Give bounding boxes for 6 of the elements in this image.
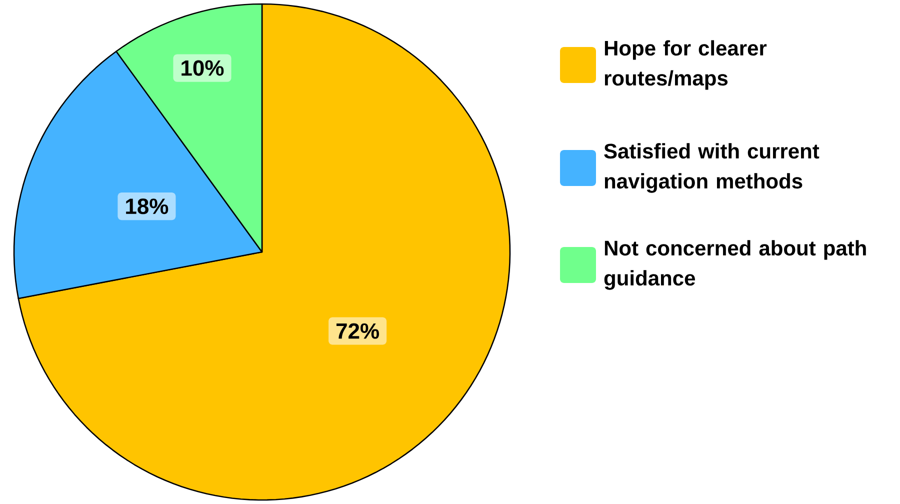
legend-label: Satisfied with current navigation methods [604,143,820,193]
data-label: 18% [126,198,168,214]
data-label: 72% [336,323,379,339]
data-label: 10% [182,60,224,76]
legend-label: Not concerned about path guidance [604,240,866,290]
legend-label: Hope for clearer routes/maps [604,40,767,90]
